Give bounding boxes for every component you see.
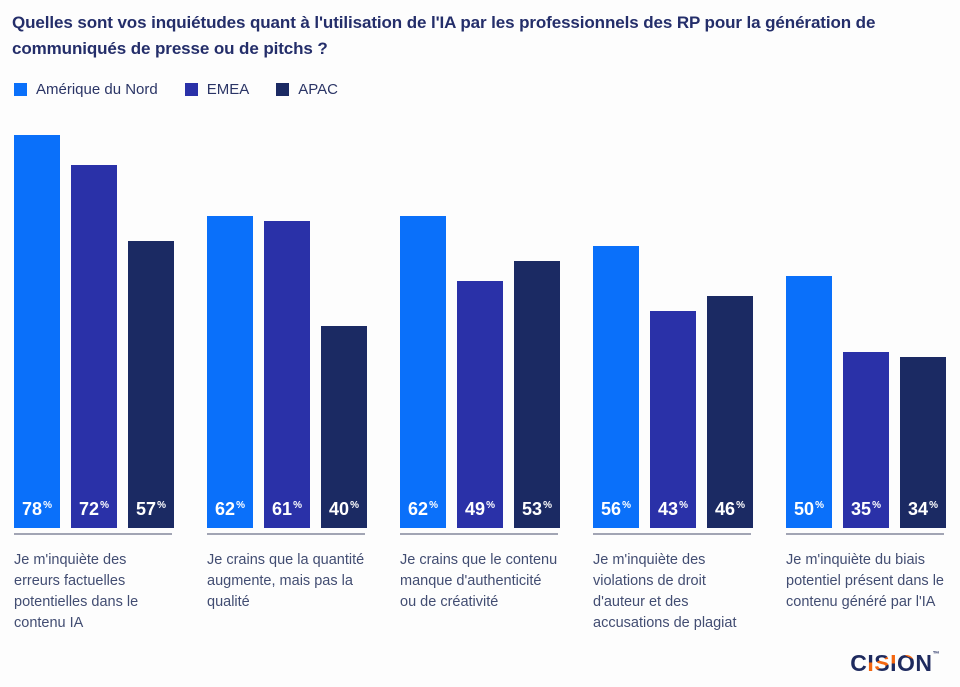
percent-sign: %	[622, 500, 631, 511]
category-label: Je m'inquiète du biais potentiel présent…	[786, 552, 944, 610]
bar-group-bars: 62% 49% 53%	[400, 128, 560, 528]
percent-sign: %	[679, 500, 688, 511]
bar-value-label: 49%	[465, 499, 495, 519]
legend: Amérique du Nord EMEA APAC	[14, 81, 338, 98]
legend-label: APAC	[298, 81, 338, 98]
legend-label: EMEA	[206, 81, 250, 98]
bar-group: 50% 35% 34% Je m'inquiète du biais potentie…	[786, 128, 946, 634]
percent-sign: %	[157, 500, 166, 511]
group-baseline	[207, 533, 365, 535]
bar-value-label: 57%	[136, 499, 166, 519]
logo-letter: S	[874, 650, 891, 676]
legend-item-1: EMEA	[184, 81, 250, 98]
bar-group: 62% 49% 53% Je crains que le contenu manque…	[400, 128, 560, 634]
percent-sign: %	[43, 500, 52, 511]
legend-item-0: Amérique du Nord	[14, 81, 158, 98]
bar-group: 56% 43% 46% Je m'inquiète des violations de…	[593, 128, 753, 634]
bar-value-label: 62%	[408, 499, 438, 519]
bar-apac: 40%	[321, 326, 367, 528]
percent-sign: %	[736, 500, 745, 511]
bar-emea: 43%	[650, 311, 696, 528]
logo-letter: I	[867, 650, 875, 676]
bar-value-label: 56%	[601, 499, 631, 519]
bar-value-label: 40%	[329, 499, 359, 519]
percent-sign: %	[236, 500, 245, 511]
percent-sign: %	[100, 500, 109, 511]
bar-value-label: 61%	[272, 499, 302, 519]
bar-group: 78% 72% 57% Je m'inquiète des erreurs factu…	[14, 128, 174, 634]
group-baseline	[14, 533, 172, 535]
chart-title: Quelles sont vos inquiétudes quant à l'u…	[12, 13, 876, 58]
percent-sign: %	[350, 500, 359, 511]
percent-sign: %	[293, 500, 302, 511]
bar-value-label: 46%	[715, 499, 745, 519]
bar-apac: 57%	[128, 241, 174, 528]
bar-group: 62% 61% 40% Je crains que la quantité augme…	[207, 128, 367, 634]
bar-am-rique-du-nord: 62%	[400, 216, 446, 528]
percent-sign: %	[815, 500, 824, 511]
bar-emea: 72%	[71, 165, 117, 528]
legend-item-2: APAC	[276, 81, 338, 98]
trademark-symbol: ™	[932, 651, 940, 658]
logo-letter: O	[896, 650, 916, 676]
bar-value-label: 35%	[851, 499, 881, 519]
logo-letter: C	[850, 650, 868, 676]
percent-sign: %	[929, 500, 938, 511]
bar-am-rique-du-nord: 50%	[786, 276, 832, 528]
bar-group-bars: 56% 43% 46%	[593, 128, 753, 528]
percent-sign: %	[872, 500, 881, 511]
category-label: Je m'inquiète des violations de droit d'…	[593, 552, 737, 631]
bar-emea: 35%	[843, 352, 889, 528]
legend-swatch-icon	[14, 83, 27, 96]
percent-sign: %	[543, 500, 552, 511]
category-label: Je crains que la quantité augmente, mais…	[207, 552, 365, 610]
bar-emea: 49%	[457, 281, 503, 528]
bar-am-rique-du-nord: 56%	[593, 246, 639, 528]
category-label: Je m'inquiète des erreurs factuelles pot…	[14, 552, 139, 631]
bar-group-bars: 50% 35% 34%	[786, 128, 946, 528]
logo-letter: I	[890, 650, 897, 676]
bar-value-label: 43%	[658, 499, 688, 519]
bar-value-label: 50%	[794, 499, 824, 519]
group-baseline	[400, 533, 558, 535]
percent-sign: %	[429, 500, 438, 511]
legend-swatch-icon	[184, 83, 198, 96]
group-baseline	[786, 533, 944, 535]
bar-value-label: 62%	[215, 499, 245, 519]
bar-group-bars: 62% 61% 40%	[207, 128, 367, 528]
grouped-bar-chart: 78% 72% 57% Je m'inquiète des erreurs factu…	[14, 128, 946, 634]
legend-label: Amérique du Nord	[36, 81, 158, 98]
category-label: Je crains que le contenu manque d'authen…	[400, 552, 558, 610]
bar-am-rique-du-nord: 62%	[207, 216, 253, 528]
bar-emea: 61%	[264, 221, 310, 528]
bar-value-label: 72%	[79, 499, 109, 519]
percent-sign: %	[486, 500, 495, 511]
group-baseline	[593, 533, 751, 535]
logo-letter: N	[915, 650, 933, 676]
bar-apac: 53%	[514, 261, 560, 528]
legend-swatch-icon	[276, 83, 290, 96]
bar-apac: 34%	[900, 357, 946, 528]
bar-value-label: 78%	[22, 499, 52, 519]
bar-apac: 46%	[707, 296, 753, 528]
cision-logo: C I S I O N ™	[850, 650, 940, 677]
bar-group-bars: 78% 72% 57%	[14, 128, 174, 528]
bar-value-label: 34%	[908, 499, 938, 519]
bar-am-rique-du-nord: 78%	[14, 135, 60, 528]
bar-value-label: 53%	[522, 499, 552, 519]
